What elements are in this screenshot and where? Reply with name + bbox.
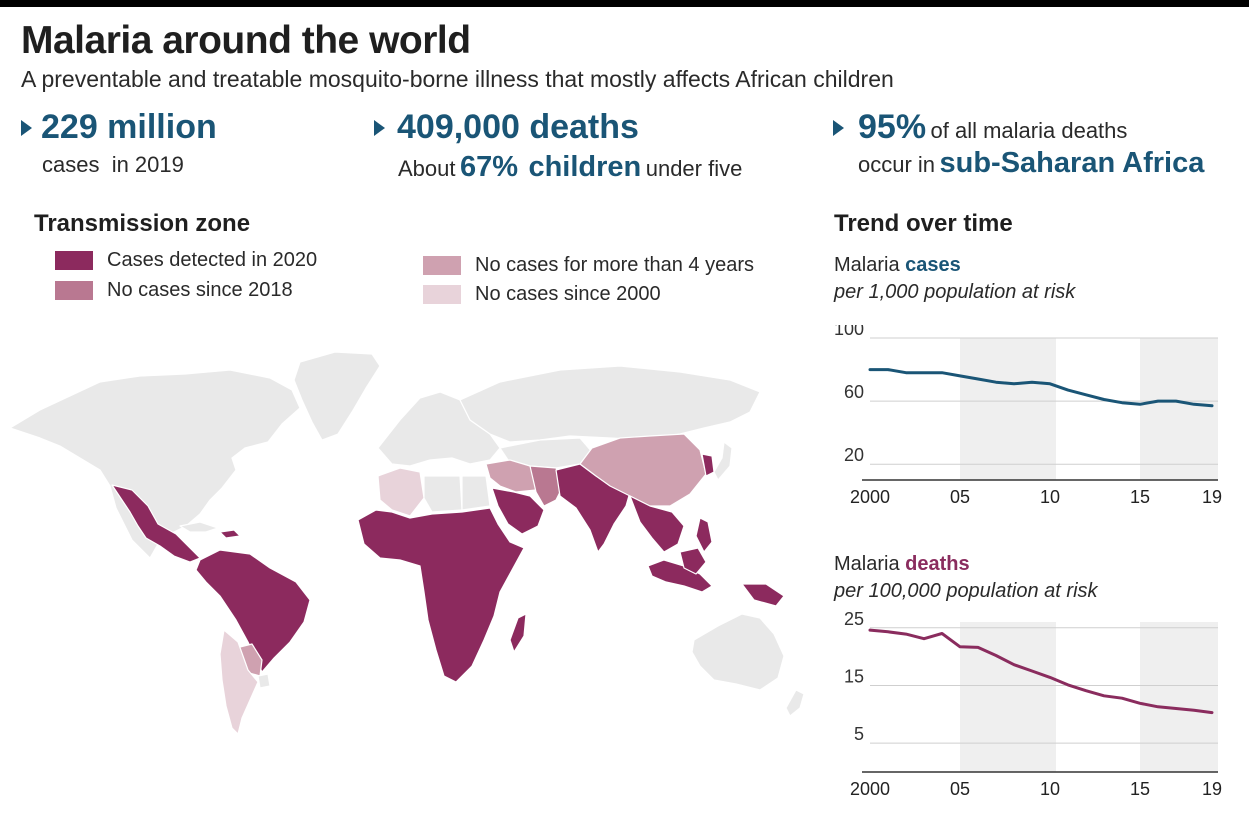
top-rule	[0, 0, 1249, 7]
x-tick-label: 2000	[850, 779, 890, 799]
cases-chart-title: Malaria cases	[834, 254, 961, 277]
stat-cases-value: 229 million	[41, 108, 217, 146]
world-map	[9, 351, 805, 735]
pointer-triangle-icon	[21, 120, 32, 136]
stat-deaths-percent: 67%	[459, 151, 518, 183]
region-uruguay	[257, 673, 271, 689]
region-southeast-asia	[629, 495, 685, 553]
region-south-america-malaria	[195, 549, 311, 673]
region-japan	[713, 441, 733, 481]
y-tick-label: 20	[844, 445, 864, 465]
stat-africa-line2: occur in sub-Saharan Africa	[858, 147, 1204, 180]
region-china	[579, 433, 707, 507]
deaths-chart-subtitle: per 100,000 population at risk	[834, 580, 1098, 602]
stat-africa-value: 95%	[858, 108, 927, 146]
region-libya	[423, 475, 463, 513]
pointer-triangle-icon	[374, 120, 385, 136]
region-philippines	[695, 517, 713, 553]
region-mexico-central-america	[111, 484, 201, 563]
region-australia	[691, 613, 785, 691]
legend-label: No cases since 2018	[107, 279, 293, 301]
deaths-chart: 25 15 5 2000 05 10 15 19	[844, 612, 1222, 799]
x-tick-label: 15	[1130, 779, 1150, 799]
stat-africa-text2: occur in	[858, 152, 936, 177]
y-tick-label: 25	[844, 612, 864, 629]
y-tick-label: 15	[844, 666, 864, 686]
deaths-chart-title-prefix: Malaria	[834, 553, 900, 575]
legend-swatch	[423, 285, 461, 304]
stat-africa: 95% of all malaria deaths occur in sub-S…	[833, 108, 1243, 188]
page-title: Malaria around the world	[21, 19, 471, 62]
stat-africa-text1: of all malaria deaths	[930, 118, 1128, 143]
region-greenland	[293, 351, 381, 441]
x-tick-label: 19	[1202, 779, 1222, 799]
region-sub-saharan-africa	[357, 507, 525, 683]
x-tick-label: 05	[950, 487, 970, 507]
page-subtitle: A preventable and treatable mosquito-bor…	[21, 66, 894, 92]
region-iran	[529, 465, 565, 507]
stat-deaths: 409,000 deaths About 67% children under …	[374, 108, 794, 188]
shaded-band	[960, 338, 1056, 480]
region-new-zealand	[785, 689, 805, 717]
shaded-band	[1140, 338, 1218, 480]
region-indonesia	[647, 559, 713, 593]
stat-africa-line1: 95% of all malaria deaths	[858, 108, 1127, 147]
stat-deaths-suffix: under five	[645, 156, 743, 181]
y-tick-label: 100	[834, 325, 864, 339]
map-title: Transmission zone	[34, 210, 251, 237]
x-tick-label: 19	[1202, 487, 1222, 507]
region-russia	[459, 365, 761, 443]
cases-chart-title-prefix: Malaria	[834, 254, 900, 276]
region-new-guinea	[741, 583, 785, 607]
legend-label: Cases detected in 2020	[107, 249, 318, 271]
stat-cases-caption: cases in 2019	[42, 152, 184, 177]
region-north-america	[9, 369, 301, 559]
region-egypt	[461, 475, 491, 511]
region-north-africa	[377, 467, 425, 517]
shaded-band	[1140, 622, 1218, 772]
cases-chart-subtitle: per 1,000 population at risk	[834, 281, 1076, 303]
series-line	[868, 368, 1214, 408]
series-line	[868, 628, 1214, 715]
region-borneo	[679, 547, 707, 575]
cases-chart-title-highlight: cases	[905, 254, 961, 276]
region-hispaniola	[219, 529, 241, 539]
region-madagascar	[509, 613, 527, 653]
x-tick-label: 10	[1040, 487, 1060, 507]
region-caribbean	[179, 521, 219, 533]
y-tick-label: 5	[854, 724, 864, 744]
legend-swatch	[55, 281, 93, 300]
x-tick-label: 2000	[850, 487, 890, 507]
trend-title: Trend over time	[834, 210, 1013, 237]
stat-deaths-value: 409,000 deaths	[397, 108, 639, 146]
deaths-chart-title: Malaria deaths	[834, 553, 970, 576]
cases-chart: 100 60 20 2000 05 10 15 19	[834, 325, 1222, 507]
y-tick-label: 60	[844, 382, 864, 402]
legend-label: No cases since 2000	[475, 283, 661, 305]
stat-cases: 229 million cases in 2019	[21, 108, 321, 188]
x-tick-label: 10	[1040, 779, 1060, 799]
deaths-chart-title-highlight: deaths	[905, 553, 970, 575]
legend-label: No cases for more than 4 years	[475, 254, 755, 276]
stat-deaths-prefix: About	[398, 156, 456, 181]
legend-swatch	[423, 256, 461, 275]
shaded-band	[960, 622, 1056, 772]
legend-swatch	[55, 251, 93, 270]
x-tick-label: 05	[950, 779, 970, 799]
stat-deaths-line: About 67% children under five	[398, 151, 742, 184]
stat-deaths-group: children	[528, 151, 642, 183]
pointer-triangle-icon	[833, 120, 844, 136]
stat-africa-region: sub-Saharan Africa	[939, 147, 1205, 179]
x-tick-label: 15	[1130, 487, 1150, 507]
region-arabia	[491, 487, 545, 535]
region-southern-cone	[219, 629, 259, 735]
